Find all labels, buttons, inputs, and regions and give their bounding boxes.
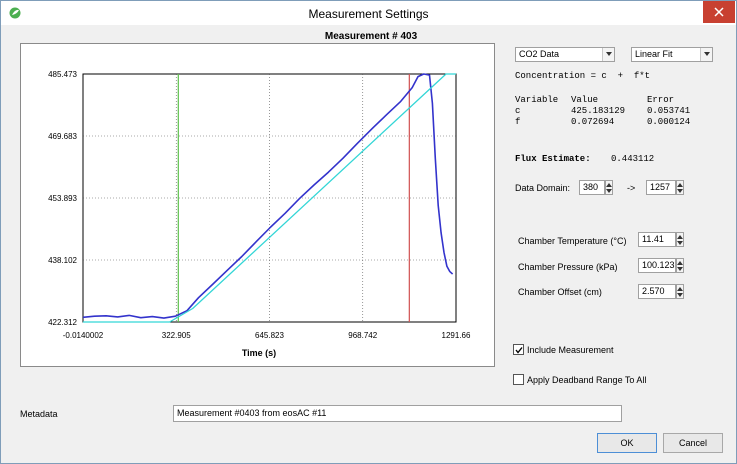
fit-equation: Concentration = c + f*t <box>515 71 651 81</box>
domain-end-stepper[interactable] <box>676 180 684 195</box>
y-tick-label: 469.683 <box>48 132 77 141</box>
apply-deadband-label[interactable]: Apply Deadband Range To All <box>527 375 647 385</box>
step-up-icon[interactable] <box>677 286 683 292</box>
step-down-icon[interactable] <box>606 188 612 194</box>
include-measurement-checkbox[interactable] <box>513 344 524 355</box>
fit-row-c-error: 0.053741 <box>647 106 691 116</box>
gas-select-arrow[interactable] <box>602 48 614 61</box>
domain-arrow: -> <box>627 183 636 193</box>
domain-start-input[interactable]: 380 <box>579 180 605 195</box>
flux-value: 0.443112 <box>611 154 655 164</box>
step-down-icon[interactable] <box>677 292 683 298</box>
close-icon <box>714 7 724 17</box>
app-leaf-icon <box>9 7 21 19</box>
chamber-temperature-stepper[interactable] <box>676 232 684 247</box>
gas-select-value: CO2 Data <box>519 49 560 59</box>
x-tick-label: -0.0140002 <box>63 331 104 340</box>
flux-label: Flux Estimate: <box>515 154 591 164</box>
domain-end-input[interactable]: 1257 <box>646 180 676 195</box>
x-tick-label: 322.905 <box>162 331 191 340</box>
apply-deadband-checkbox[interactable] <box>513 374 524 385</box>
fit-row-c-value: 425.183129 <box>571 106 626 116</box>
fit-row-f-value: 0.072694 <box>571 117 615 127</box>
step-up-icon[interactable] <box>606 182 612 188</box>
close-button[interactable] <box>703 1 735 23</box>
ok-button[interactable]: OK <box>597 433 657 453</box>
data-domain-label: Data Domain: <box>515 183 571 193</box>
window-title: Measurement Settings <box>308 7 429 21</box>
y-tick-label: 453.893 <box>48 194 77 203</box>
chevron-down-icon <box>606 52 612 56</box>
step-down-icon[interactable] <box>677 240 683 246</box>
series-measured <box>82 73 454 319</box>
fit-row-c-variable: c <box>515 106 521 116</box>
fit-select[interactable]: Linear Fit <box>631 47 713 62</box>
x-tick-label: 1291.66 <box>442 331 471 340</box>
fit-table-header-error: Error <box>647 95 675 105</box>
gas-select[interactable]: CO2 Data <box>515 47 615 62</box>
metadata-input[interactable]: Measurement #0403 from eosAC #11 <box>173 405 622 422</box>
y-tick-label: 438.102 <box>48 256 77 265</box>
x-tick-label: 968.742 <box>348 331 377 340</box>
fit-table-header-variable: Variable <box>515 95 559 105</box>
chamber-pressure-label: Chamber Pressure (kPa) <box>518 262 618 272</box>
include-measurement-label[interactable]: Include Measurement <box>527 345 614 355</box>
chamber-offset-stepper[interactable] <box>676 284 684 299</box>
chamber-offset-input[interactable]: 2.570 <box>638 284 676 299</box>
fit-select-value: Linear Fit <box>635 49 673 59</box>
chamber-pressure-input[interactable]: 100.123 <box>638 258 676 273</box>
y-tick-label: 422.312 <box>48 318 77 327</box>
concentration-chart[interactable]: 485.473 469.683 453.893 438.102 422.312 -0.0… <box>21 44 494 366</box>
chamber-temperature-input[interactable]: 11.41 <box>638 232 676 247</box>
step-up-icon[interactable] <box>677 182 683 188</box>
chamber-offset-label: Chamber Offset (cm) <box>518 287 602 297</box>
step-up-icon[interactable] <box>677 260 683 266</box>
chamber-temperature-label: Chamber Temperature (°C) <box>518 236 627 246</box>
x-tick-label: 645.823 <box>255 331 284 340</box>
series-linear-fit <box>83 73 456 323</box>
domain-start-stepper[interactable] <box>605 180 613 195</box>
step-down-icon[interactable] <box>677 266 683 272</box>
x-axis-label: Time (s) <box>242 348 276 358</box>
cancel-button[interactable]: Cancel <box>663 433 723 453</box>
metadata-label: Metadata <box>20 409 58 419</box>
checkmark-icon <box>515 347 523 354</box>
y-tick-label: 485.473 <box>48 70 77 79</box>
step-down-icon[interactable] <box>677 188 683 194</box>
chevron-down-icon <box>704 52 710 56</box>
fit-row-f-variable: f <box>515 117 521 127</box>
step-up-icon[interactable] <box>677 234 683 240</box>
measurement-title: Measurement # 403 <box>324 31 418 42</box>
title-bar[interactable]: Measurement Settings <box>1 1 736 25</box>
fit-table-header-value: Value <box>571 95 599 105</box>
fit-row-f-error: 0.000124 <box>647 117 691 127</box>
fit-select-arrow[interactable] <box>700 48 712 61</box>
chart-panel[interactable]: 485.473 469.683 453.893 438.102 422.312 -0.0… <box>20 43 495 367</box>
chamber-pressure-stepper[interactable] <box>676 258 684 273</box>
